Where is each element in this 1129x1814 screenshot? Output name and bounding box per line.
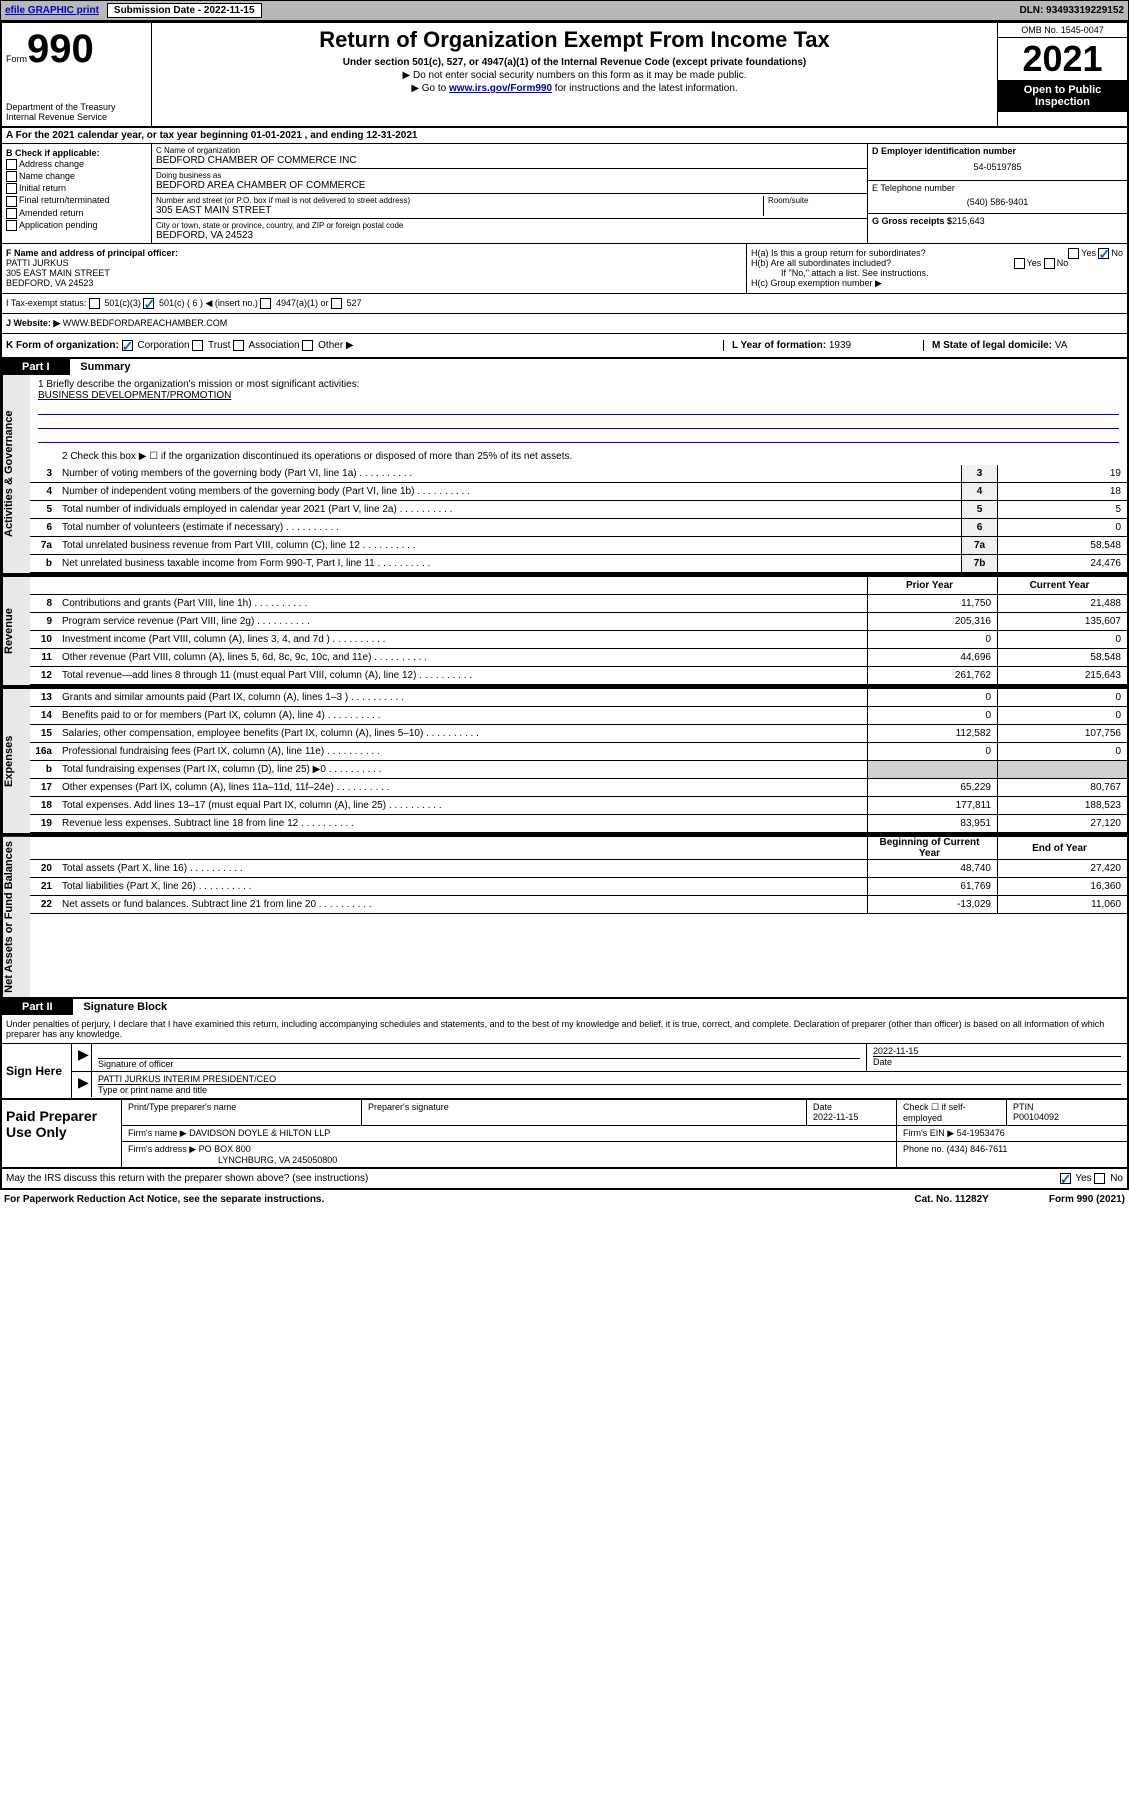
ein: D Employer identification number 54-0519… [868, 144, 1127, 181]
sign-here-label: Sign Here [2, 1044, 72, 1098]
part1-header: Part I [2, 359, 70, 375]
mission: 1 Briefly describe the organization's mi… [30, 375, 1127, 447]
org-name: C Name of organization BEDFORD CHAMBER O… [152, 144, 867, 169]
paid-preparer-label: Paid Preparer Use Only [2, 1100, 122, 1167]
row-a: A For the 2021 calendar year, or tax yea… [0, 128, 1129, 144]
org-street: Number and street (or P.O. box if mail i… [152, 194, 867, 219]
sidebar-expenses: Expenses [2, 689, 30, 833]
part2-title: Signature Block [75, 1001, 167, 1013]
irs-link[interactable]: www.irs.gov/Form990 [449, 83, 552, 94]
gross-receipts: G Gross receipts $215,643 [868, 214, 1127, 228]
form-title: Return of Organization Exempt From Incom… [156, 27, 993, 53]
principal-officer: F Name and address of principal officer:… [2, 244, 747, 293]
year-block: OMB No. 1545-0047 2021 Open to Public In… [997, 23, 1127, 126]
sidebar-netassets: Net Assets or Fund Balances [2, 837, 30, 997]
state-domicile: M State of legal domicile: VA [923, 340, 1123, 351]
col-b-checkboxes: B Check if applicable: Address change Na… [2, 144, 152, 243]
efile-link[interactable]: efile GRAPHIC print [5, 5, 99, 16]
year-formation: L Year of formation: 1939 [723, 340, 923, 351]
irs-discuss: May the IRS discuss this return with the… [0, 1169, 1129, 1190]
sidebar-revenue: Revenue [2, 577, 30, 685]
org-dba: Doing business as BEDFORD AREA CHAMBER O… [152, 169, 867, 194]
submission-date: Submission Date - 2022-11-15 [107, 3, 262, 18]
tax-exempt-status: I Tax-exempt status: 501(c)(3) 501(c) ( … [6, 298, 1123, 309]
form-title-block: Return of Organization Exempt From Incom… [152, 23, 997, 126]
group-return: H(a) Is this a group return for subordin… [747, 244, 1127, 293]
part1-title: Summary [72, 361, 130, 373]
sidebar-governance: Activities & Governance [2, 375, 30, 573]
form-of-org: K Form of organization: Corporation Trus… [6, 340, 723, 351]
part2-header: Part II [2, 999, 73, 1015]
declaration: Under penalties of perjury, I declare th… [0, 1015, 1129, 1043]
form-id-block: Form990 Department of the Treasury Inter… [2, 23, 152, 126]
website: J Website: ▶ WWW.BEDFORDAREACHAMBER.COM [6, 318, 1123, 329]
phone: E Telephone number (540) 586-9401 [868, 181, 1127, 214]
dln: DLN: 93493319229152 [1019, 5, 1124, 16]
footer: For Paperwork Reduction Act Notice, see … [0, 1190, 1129, 1209]
org-city: City or town, state or province, country… [152, 219, 867, 243]
